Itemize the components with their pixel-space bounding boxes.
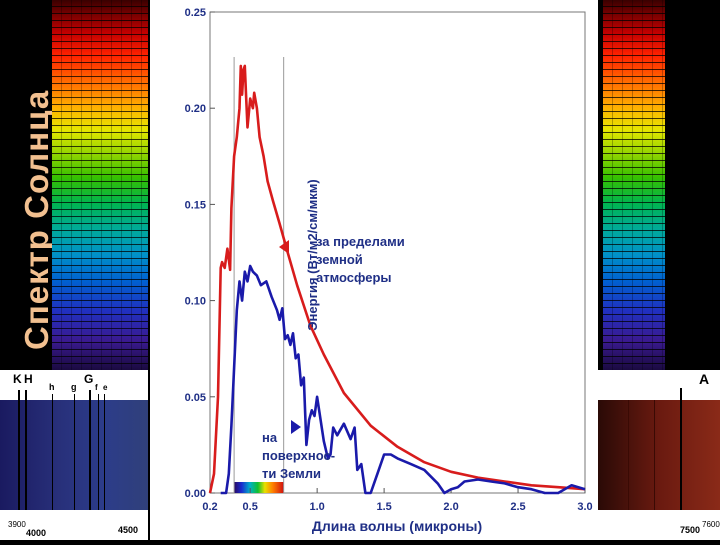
annotation-text-1: атмосферы xyxy=(316,270,392,285)
solar-spectrum-ladder-right xyxy=(603,0,665,370)
y-tick-label: 0.00 xyxy=(185,488,206,500)
chart-panel: 0.00 0.05 0.10 0.15 0.20 0.25 0.2 0.5 1.0 1.5 2.0 2… xyxy=(150,0,598,540)
scale-small-label-right: 7600 xyxy=(702,520,720,529)
solar-spectrum-ladder-left xyxy=(52,0,148,370)
visible-spectrum-bar xyxy=(234,482,284,493)
line-label-e: e xyxy=(103,383,108,392)
line-label-h: H xyxy=(24,372,33,386)
annotation-arrow-2 xyxy=(291,420,301,434)
x-axis-label: Длина волны (микроны) xyxy=(312,518,482,534)
side-title: Спектр Солнца xyxy=(18,89,55,350)
x-tick-label: 3.0 xyxy=(577,501,592,513)
annotation-arrow-1 xyxy=(279,240,289,254)
annotation-text-2: ти Земли xyxy=(262,466,321,481)
spectrum-strip-blue: K H h g G f e 3900 4000 4500 xyxy=(0,370,148,540)
y-tick-label: 0.05 xyxy=(185,392,206,404)
x-tick-label: 0.2 xyxy=(202,501,217,513)
annotation-text-2: поверхнос- xyxy=(262,448,335,463)
scale-label-4000: 4000 xyxy=(26,528,47,538)
annotation-text-2: на xyxy=(262,430,278,445)
y-tick-label: 0.15 xyxy=(185,199,206,211)
x-tick-label: 0.5 xyxy=(243,501,258,513)
y-tick-label: 0.20 xyxy=(185,103,206,115)
x-tick-label: 1.0 xyxy=(309,501,324,513)
annotation-text-1: земной xyxy=(316,252,363,267)
x-tick-label: 1.5 xyxy=(376,501,391,513)
spectrum-strip-red: A 7500 7600 xyxy=(598,370,720,540)
annotation-text-1: за пределами xyxy=(316,234,405,249)
x-tick-label: 2.0 xyxy=(443,501,458,513)
line-label-f: f xyxy=(95,383,98,392)
line-label-g: G xyxy=(84,372,94,386)
line-label-h-small: h xyxy=(49,382,55,392)
line-label-g-small: g xyxy=(71,382,77,392)
plot-frame xyxy=(209,11,586,494)
scale-label-7500: 7500 xyxy=(680,525,701,535)
x-tick-label: 2.5 xyxy=(510,501,525,513)
energy-spectrum-chart: 0.00 0.05 0.10 0.15 0.20 0.25 0.2 0.5 1.0 1.5 2.0 2… xyxy=(185,7,593,534)
y-tick-label: 0.10 xyxy=(185,296,206,308)
y-tick-label: 0.25 xyxy=(185,7,206,19)
series-line-2 xyxy=(220,264,586,495)
line-label-a: A xyxy=(699,371,710,387)
series-line-1 xyxy=(208,64,586,494)
y-axis-label: Энергия (Вт/м2/см/мкм) xyxy=(305,179,320,330)
scale-small-label: 3900 xyxy=(8,520,26,529)
line-label-k: K xyxy=(13,372,22,386)
scale-label-4500: 4500 xyxy=(118,525,139,535)
